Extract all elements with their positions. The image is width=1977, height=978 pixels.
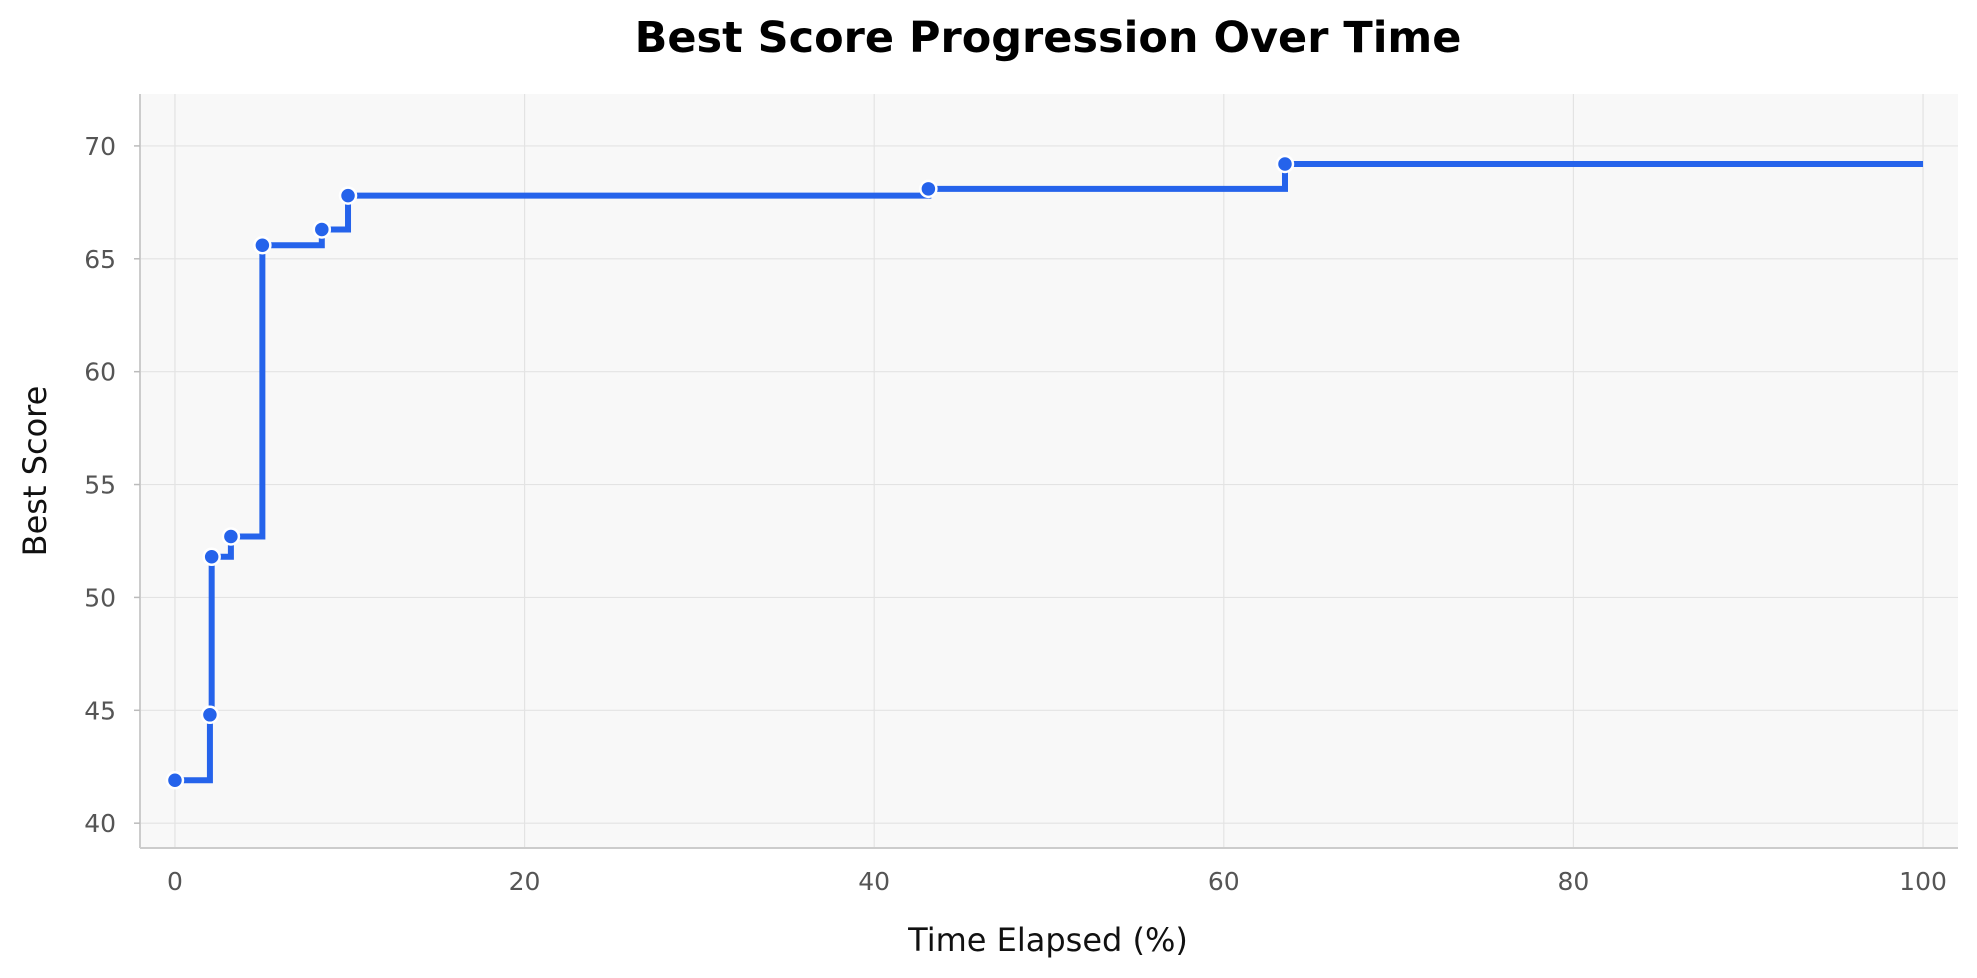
x-tick-label: 80 bbox=[1558, 867, 1590, 896]
y-tick-label: 70 bbox=[84, 132, 116, 161]
data-point bbox=[202, 547, 221, 567]
data-point bbox=[338, 186, 358, 205]
data-point bbox=[253, 236, 272, 255]
y-tick-label: 50 bbox=[84, 583, 116, 612]
data-point bbox=[221, 527, 241, 546]
data-point bbox=[200, 705, 220, 725]
chart-title: Best Score Progression Over Time bbox=[635, 13, 1462, 63]
x-tick-label: 20 bbox=[509, 867, 541, 896]
y-tick-label: 55 bbox=[84, 471, 116, 500]
x-tick-label: 40 bbox=[858, 867, 890, 896]
y-tick-label: 40 bbox=[84, 809, 116, 838]
data-point bbox=[1275, 154, 1295, 174]
ticks: 0 20 40 60 80 100 40 45 50 55 60 65 70 bbox=[84, 132, 1947, 896]
x-tick-label: 100 bbox=[1899, 867, 1947, 896]
x-tick-label: 60 bbox=[1208, 867, 1240, 896]
series bbox=[165, 154, 1924, 790]
y-axis-label: Best Score bbox=[16, 386, 54, 557]
data-point bbox=[165, 771, 185, 790]
data-point bbox=[312, 220, 332, 239]
grid bbox=[140, 94, 1958, 848]
x-tick-label: 0 bbox=[167, 867, 183, 896]
plot-background bbox=[140, 94, 1958, 848]
y-tick-label: 60 bbox=[84, 358, 116, 387]
y-tick-label: 45 bbox=[84, 696, 116, 725]
data-point bbox=[919, 179, 938, 199]
y-tick-label: 65 bbox=[84, 245, 116, 274]
x-axis-label: Time Elapsed (%) bbox=[907, 921, 1188, 959]
